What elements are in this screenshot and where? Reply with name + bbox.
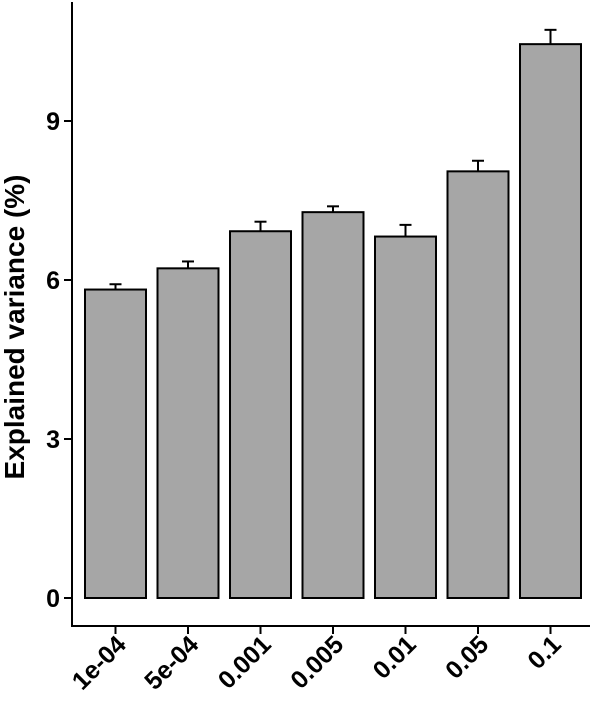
bar: [374, 235, 437, 599]
y-tick-label: 9: [46, 108, 60, 136]
bar: [446, 170, 510, 599]
y-tick-label: 3: [46, 426, 60, 454]
bar: [301, 211, 365, 599]
x-tick-label: 1e-04: [67, 630, 132, 695]
x-tick-label: 5e-04: [139, 630, 204, 695]
bar: [156, 267, 220, 599]
bar: [84, 288, 147, 599]
bar: [229, 230, 292, 600]
x-tick-label: 0.05: [440, 630, 494, 684]
x-tick-label: 0.1: [522, 630, 566, 674]
error-bars-group: [109, 28, 557, 290]
x-tick-label: 0.001: [213, 630, 277, 694]
y-tick-label: 6: [46, 267, 60, 295]
bar: [519, 43, 582, 599]
x-axis: 1e-04 5e-04 0.001 0.005 0.01 0.05 0.1: [67, 625, 590, 695]
y-axis: 0 3 6 9: [46, 2, 73, 627]
y-tick-label: 0: [46, 585, 60, 613]
x-tick-label: 0.01: [368, 630, 422, 684]
y-axis-title: Explained variance (%): [0, 174, 30, 479]
x-tick-label: 0.005: [285, 630, 349, 694]
bars-group: [84, 43, 582, 600]
